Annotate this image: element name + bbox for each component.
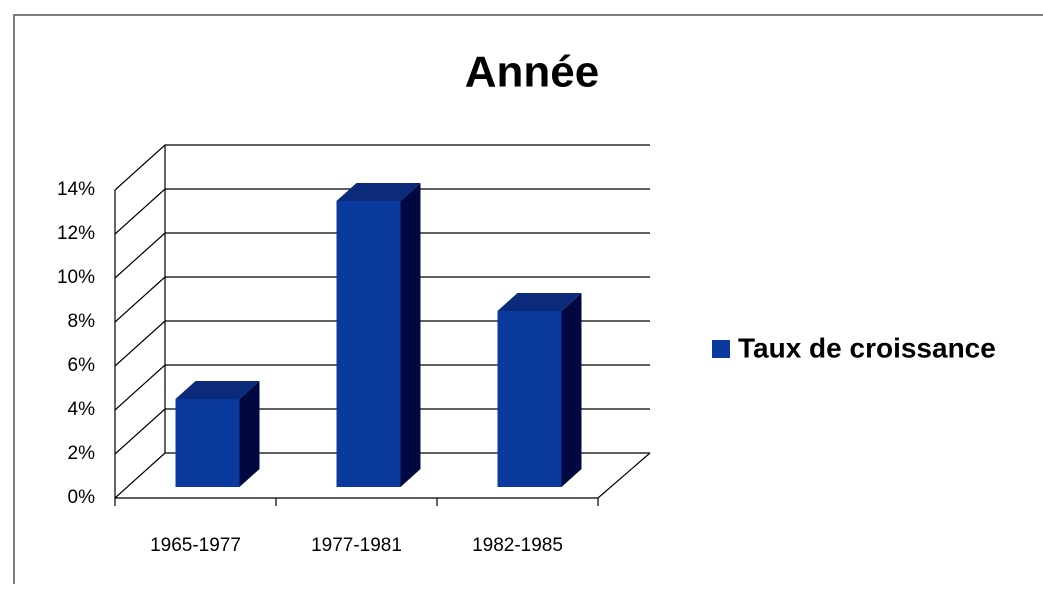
- y-tick-label: 2%: [68, 443, 96, 464]
- legend-swatch: [712, 340, 730, 358]
- bar: [336, 201, 401, 487]
- bar-top: [175, 381, 260, 399]
- y-tick-label: 6%: [68, 355, 96, 376]
- bar-side: [400, 183, 421, 487]
- x-tick-label: 1982-1985: [472, 535, 563, 556]
- x-tick-label: 1965-1977: [150, 535, 241, 556]
- legend-label: Taux de croissance: [738, 332, 996, 363]
- y-tick-label: 8%: [68, 311, 96, 332]
- bar: [497, 311, 562, 487]
- y-tick-label: 10%: [57, 267, 95, 288]
- bar: [175, 399, 240, 487]
- bar-top: [336, 183, 421, 201]
- bar-side: [239, 381, 260, 487]
- y-tick-label: 12%: [57, 223, 95, 244]
- chart-title: Année: [465, 48, 599, 97]
- y-tick-label: 14%: [57, 179, 95, 200]
- x-tick-label: 1977-1981: [311, 535, 402, 556]
- bar-side: [561, 293, 582, 487]
- y-tick-label: 4%: [68, 399, 96, 420]
- y-tick-label: 0%: [68, 487, 96, 508]
- bar-top: [497, 293, 582, 311]
